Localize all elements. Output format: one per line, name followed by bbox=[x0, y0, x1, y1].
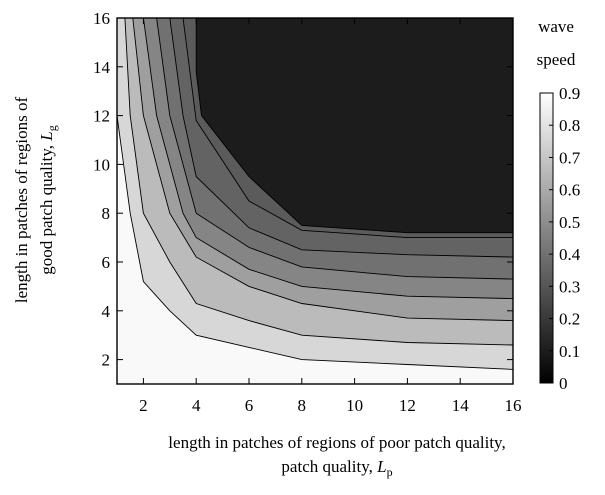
y-tick-label: 6 bbox=[102, 253, 111, 272]
contour-band bbox=[196, 18, 513, 233]
contour-line bbox=[124, 18, 513, 346]
y-tick-label: 8 bbox=[102, 204, 111, 223]
contour-line bbox=[142, 18, 513, 300]
y-tick-label: 16 bbox=[93, 9, 110, 28]
contour-line bbox=[195, 18, 513, 234]
colorbar-tick-label: 0.1 bbox=[559, 342, 580, 361]
x-axis-symbol: L bbox=[376, 457, 386, 476]
y-axis-ticks: 2 4 6 8 10 12 14 16 bbox=[93, 9, 513, 370]
y-axis-label-line2: good patch quality, Lg bbox=[37, 125, 59, 274]
colorbar-tick-label: 0.2 bbox=[559, 310, 580, 329]
colorbar-tick-label: 0.3 bbox=[559, 277, 580, 296]
x-axis-ticks: 2 4 6 8 10 12 14 16 bbox=[139, 18, 522, 415]
x-axis-label: length in patches of regions of poor pat… bbox=[168, 433, 505, 452]
colorbar-tick-label: 0.7 bbox=[559, 148, 581, 167]
y-tick-label: 12 bbox=[93, 107, 110, 126]
x-tick-label: 16 bbox=[505, 396, 522, 415]
colorbar-title-line1: wave bbox=[538, 17, 574, 36]
colorbar-tick-label: 0.4 bbox=[559, 245, 581, 264]
contour-line bbox=[182, 18, 513, 239]
colorbar-title-line2: speed bbox=[537, 50, 576, 69]
plot-frame bbox=[116, 17, 514, 385]
x-tick-label: 10 bbox=[346, 396, 363, 415]
y-tick-label: 14 bbox=[93, 58, 111, 77]
y-tick-label: 10 bbox=[93, 155, 110, 174]
colorbar-tick-label: 0.6 bbox=[559, 181, 580, 200]
x-tick-label: 4 bbox=[192, 396, 201, 415]
colorbar-ticks: 0 0.1 0.2 0.3 0.4 0.5 0.6 0.7 0.8 0.9 bbox=[549, 84, 581, 393]
x-tick-label: 2 bbox=[139, 396, 148, 415]
contour-line bbox=[169, 18, 513, 258]
y-axis-label: length in patches of regions of bbox=[12, 97, 31, 304]
colorbar-tick-label: 0.5 bbox=[559, 213, 580, 232]
svg-text:good patch quality, Lg: good patch quality, Lg bbox=[37, 125, 59, 274]
y-tick-label: 4 bbox=[102, 302, 111, 321]
y-axis-symbol: L bbox=[37, 131, 56, 141]
svg-text:length in patches of regions o: length in patches of regions of bbox=[12, 97, 31, 304]
colorbar bbox=[539, 92, 554, 384]
x-tick-label: 14 bbox=[452, 396, 470, 415]
colorbar-tick-label: 0 bbox=[559, 374, 568, 393]
contour-line bbox=[132, 18, 513, 322]
contour-line bbox=[156, 18, 513, 280]
x-axis-subscript: p bbox=[387, 465, 393, 479]
x-axis-label-line2: patch quality, Lp bbox=[281, 457, 392, 479]
colorbar-tick-label: 0.9 bbox=[559, 84, 580, 103]
contour-plot-area bbox=[117, 18, 513, 384]
x-tick-label: 12 bbox=[399, 396, 416, 415]
x-tick-label: 8 bbox=[298, 396, 307, 415]
colorbar-tick-label: 0.8 bbox=[559, 116, 580, 135]
y-axis-subscript: g bbox=[45, 125, 59, 131]
y-tick-label: 2 bbox=[102, 351, 111, 370]
contour-line bbox=[117, 115, 513, 370]
x-tick-label: 6 bbox=[245, 396, 254, 415]
